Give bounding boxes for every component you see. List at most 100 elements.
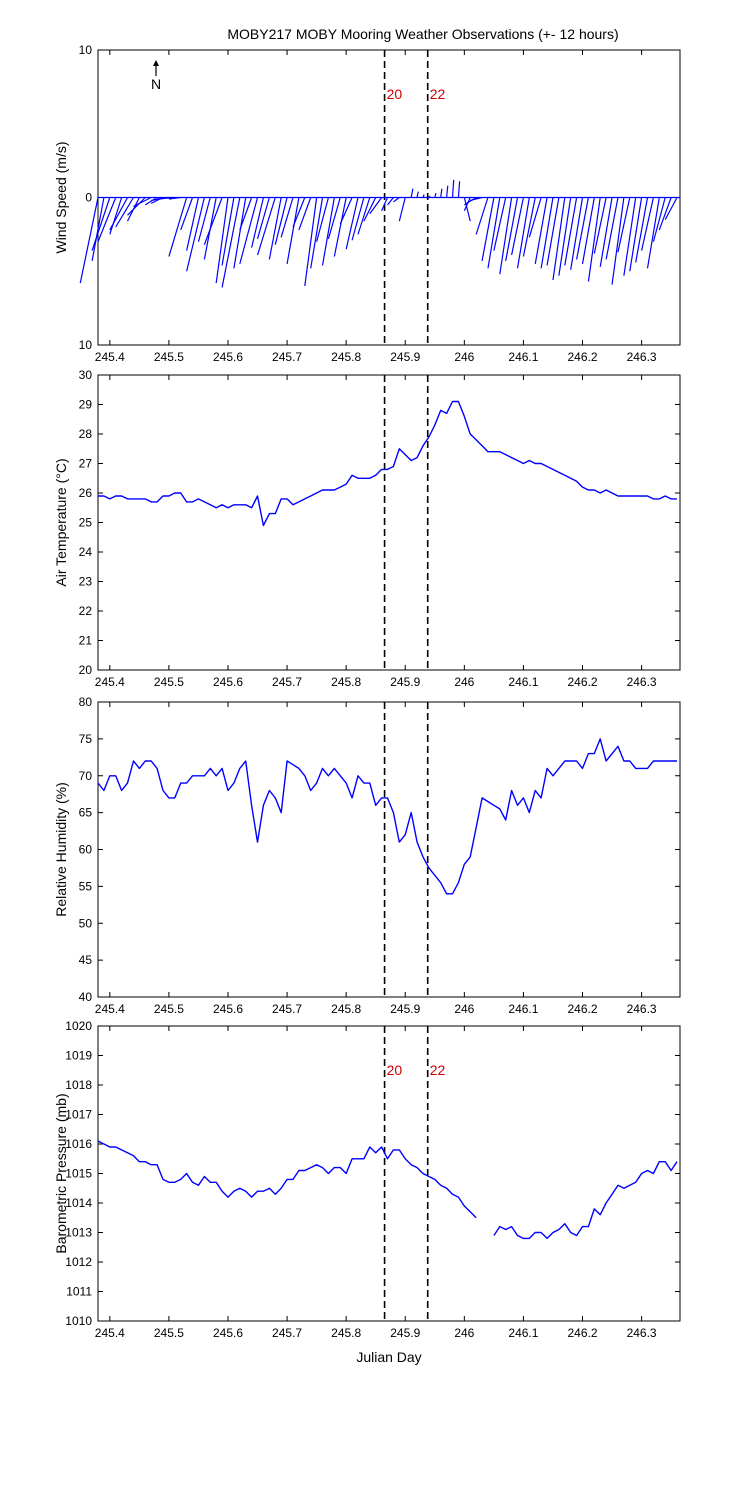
wind-vector: [215, 197, 229, 284]
x-tick-label: 245.6: [213, 1326, 243, 1340]
wind-vector: [79, 197, 99, 284]
wind-vector: [239, 197, 259, 265]
x-tick-label: 245.6: [213, 675, 243, 689]
wind-vector: [239, 197, 253, 231]
wind-vector: [487, 197, 501, 269]
wind-vector: [221, 197, 235, 266]
wind-vector: [268, 197, 282, 260]
wind-vector: [593, 197, 607, 254]
wind-vector: [180, 197, 194, 231]
y-tick-label: 50: [79, 916, 93, 930]
wind-vector: [203, 197, 223, 245]
y-axis-label: Air Temperature (°C): [53, 458, 69, 586]
x-tick-label: 245.6: [213, 1002, 243, 1016]
y-tick-label: 10: [79, 338, 93, 352]
y-axis-label: Barometric Pressure (mb): [53, 1093, 69, 1253]
wind-vector: [357, 197, 371, 235]
wind-vector: [546, 197, 560, 266]
north-arrow-icon: [153, 60, 159, 66]
wind-vector: [304, 197, 318, 287]
x-tick-label: 245.4: [95, 1002, 125, 1016]
y-tick-label: 29: [79, 398, 93, 412]
y-axis-label: Relative Humidity (%): [53, 782, 69, 917]
x-tick-label: 245.7: [272, 350, 302, 364]
x-tick-label: 245.8: [331, 1002, 361, 1016]
axes-frame: [97, 374, 681, 671]
y-tick-label: 22: [79, 604, 93, 618]
x-tick-label: 246.2: [567, 675, 597, 689]
y-tick-label: 23: [79, 575, 93, 589]
airtemp-series-line: [98, 400, 677, 527]
y-tick-label: 45: [79, 953, 93, 967]
x-tick-label: 245.6: [213, 350, 243, 364]
wind-vector: [133, 196, 152, 207]
y-tick-label: 27: [79, 457, 93, 471]
wind-vector: [327, 197, 341, 239]
y-tick-label: 70: [79, 769, 93, 783]
y-tick-label: 1014: [65, 1196, 92, 1210]
y-axis-label: Wind Speed (m/s): [53, 141, 69, 253]
x-tick-label: 246: [454, 1002, 474, 1016]
wind-vector: [127, 197, 146, 216]
wind-vector: [197, 197, 211, 242]
figure-title: MOBY217 MOBY Mooring Weather Observation…: [227, 26, 618, 42]
y-tick-label: 75: [79, 732, 93, 746]
x-tick-label: 245.8: [331, 675, 361, 689]
wind-vector: [369, 197, 383, 215]
wind-vector: [256, 197, 270, 239]
wind-vector: [416, 191, 419, 198]
wind-vector: [398, 197, 406, 222]
wind-vector: [292, 197, 306, 228]
event-marker-label: 20: [387, 1062, 403, 1078]
wind-vector: [481, 197, 495, 262]
wind-vector: [540, 197, 554, 269]
x-tick-label: 245.4: [95, 350, 125, 364]
wind-vector: [552, 197, 566, 281]
x-tick-label: 245.9: [390, 1326, 420, 1340]
wind-vector: [233, 197, 247, 269]
wind-vector: [109, 197, 129, 231]
x-tick-label: 245.8: [331, 1326, 361, 1340]
axes-frame: [97, 701, 681, 998]
wind-vector: [422, 194, 425, 198]
wind-vector: [363, 197, 377, 222]
wind-vector: [611, 197, 625, 285]
y-tick-label: 28: [79, 427, 93, 441]
wind-vector: [641, 197, 654, 251]
wind-vector: [251, 197, 265, 248]
wind-vector: [221, 197, 241, 288]
wind-vector: [617, 197, 631, 253]
north-label: N: [151, 76, 161, 92]
x-tick-label: 245.5: [154, 1002, 184, 1016]
wind-vector: [168, 196, 181, 200]
x-tick-label: 246: [454, 1326, 474, 1340]
x-tick-label: 246.3: [627, 1326, 657, 1340]
event-marker-label: 20: [387, 86, 403, 102]
wind-vector: [605, 197, 619, 260]
wind-vector: [493, 197, 507, 251]
wind-vector: [451, 179, 455, 198]
wind-vector: [274, 197, 288, 245]
x-tick-label: 245.8: [331, 350, 361, 364]
y-tick-label: 40: [79, 990, 93, 1004]
wind-vector: [298, 197, 312, 231]
event-marker-label: 22: [430, 1062, 446, 1078]
wind-vector: [635, 197, 649, 263]
wind-vector: [623, 197, 637, 276]
wind-vector: [109, 197, 123, 235]
x-tick-label: 245.4: [95, 1326, 125, 1340]
x-axis-label: Julian Day: [356, 1349, 421, 1365]
pressure-series-line: [493, 1160, 678, 1240]
humidity-panel: 245.4 245.5 245.6 245.7 245.8 245.9 246 246.1 24…: [53, 695, 681, 1016]
y-tick-label: 1013: [65, 1226, 92, 1240]
wind-vector: [256, 197, 276, 256]
wind-vector: [587, 197, 601, 282]
wind-vector: [321, 197, 335, 266]
wind-vector: [475, 197, 489, 235]
wind-vector: [576, 197, 590, 260]
x-tick-label: 245.5: [154, 675, 184, 689]
wind-vector: [91, 197, 105, 262]
panels: 245.4 245.5 245.6 245.7 245.8 245.9 246 246.1 24…: [53, 43, 681, 1365]
y-tick-label: 25: [79, 516, 93, 530]
